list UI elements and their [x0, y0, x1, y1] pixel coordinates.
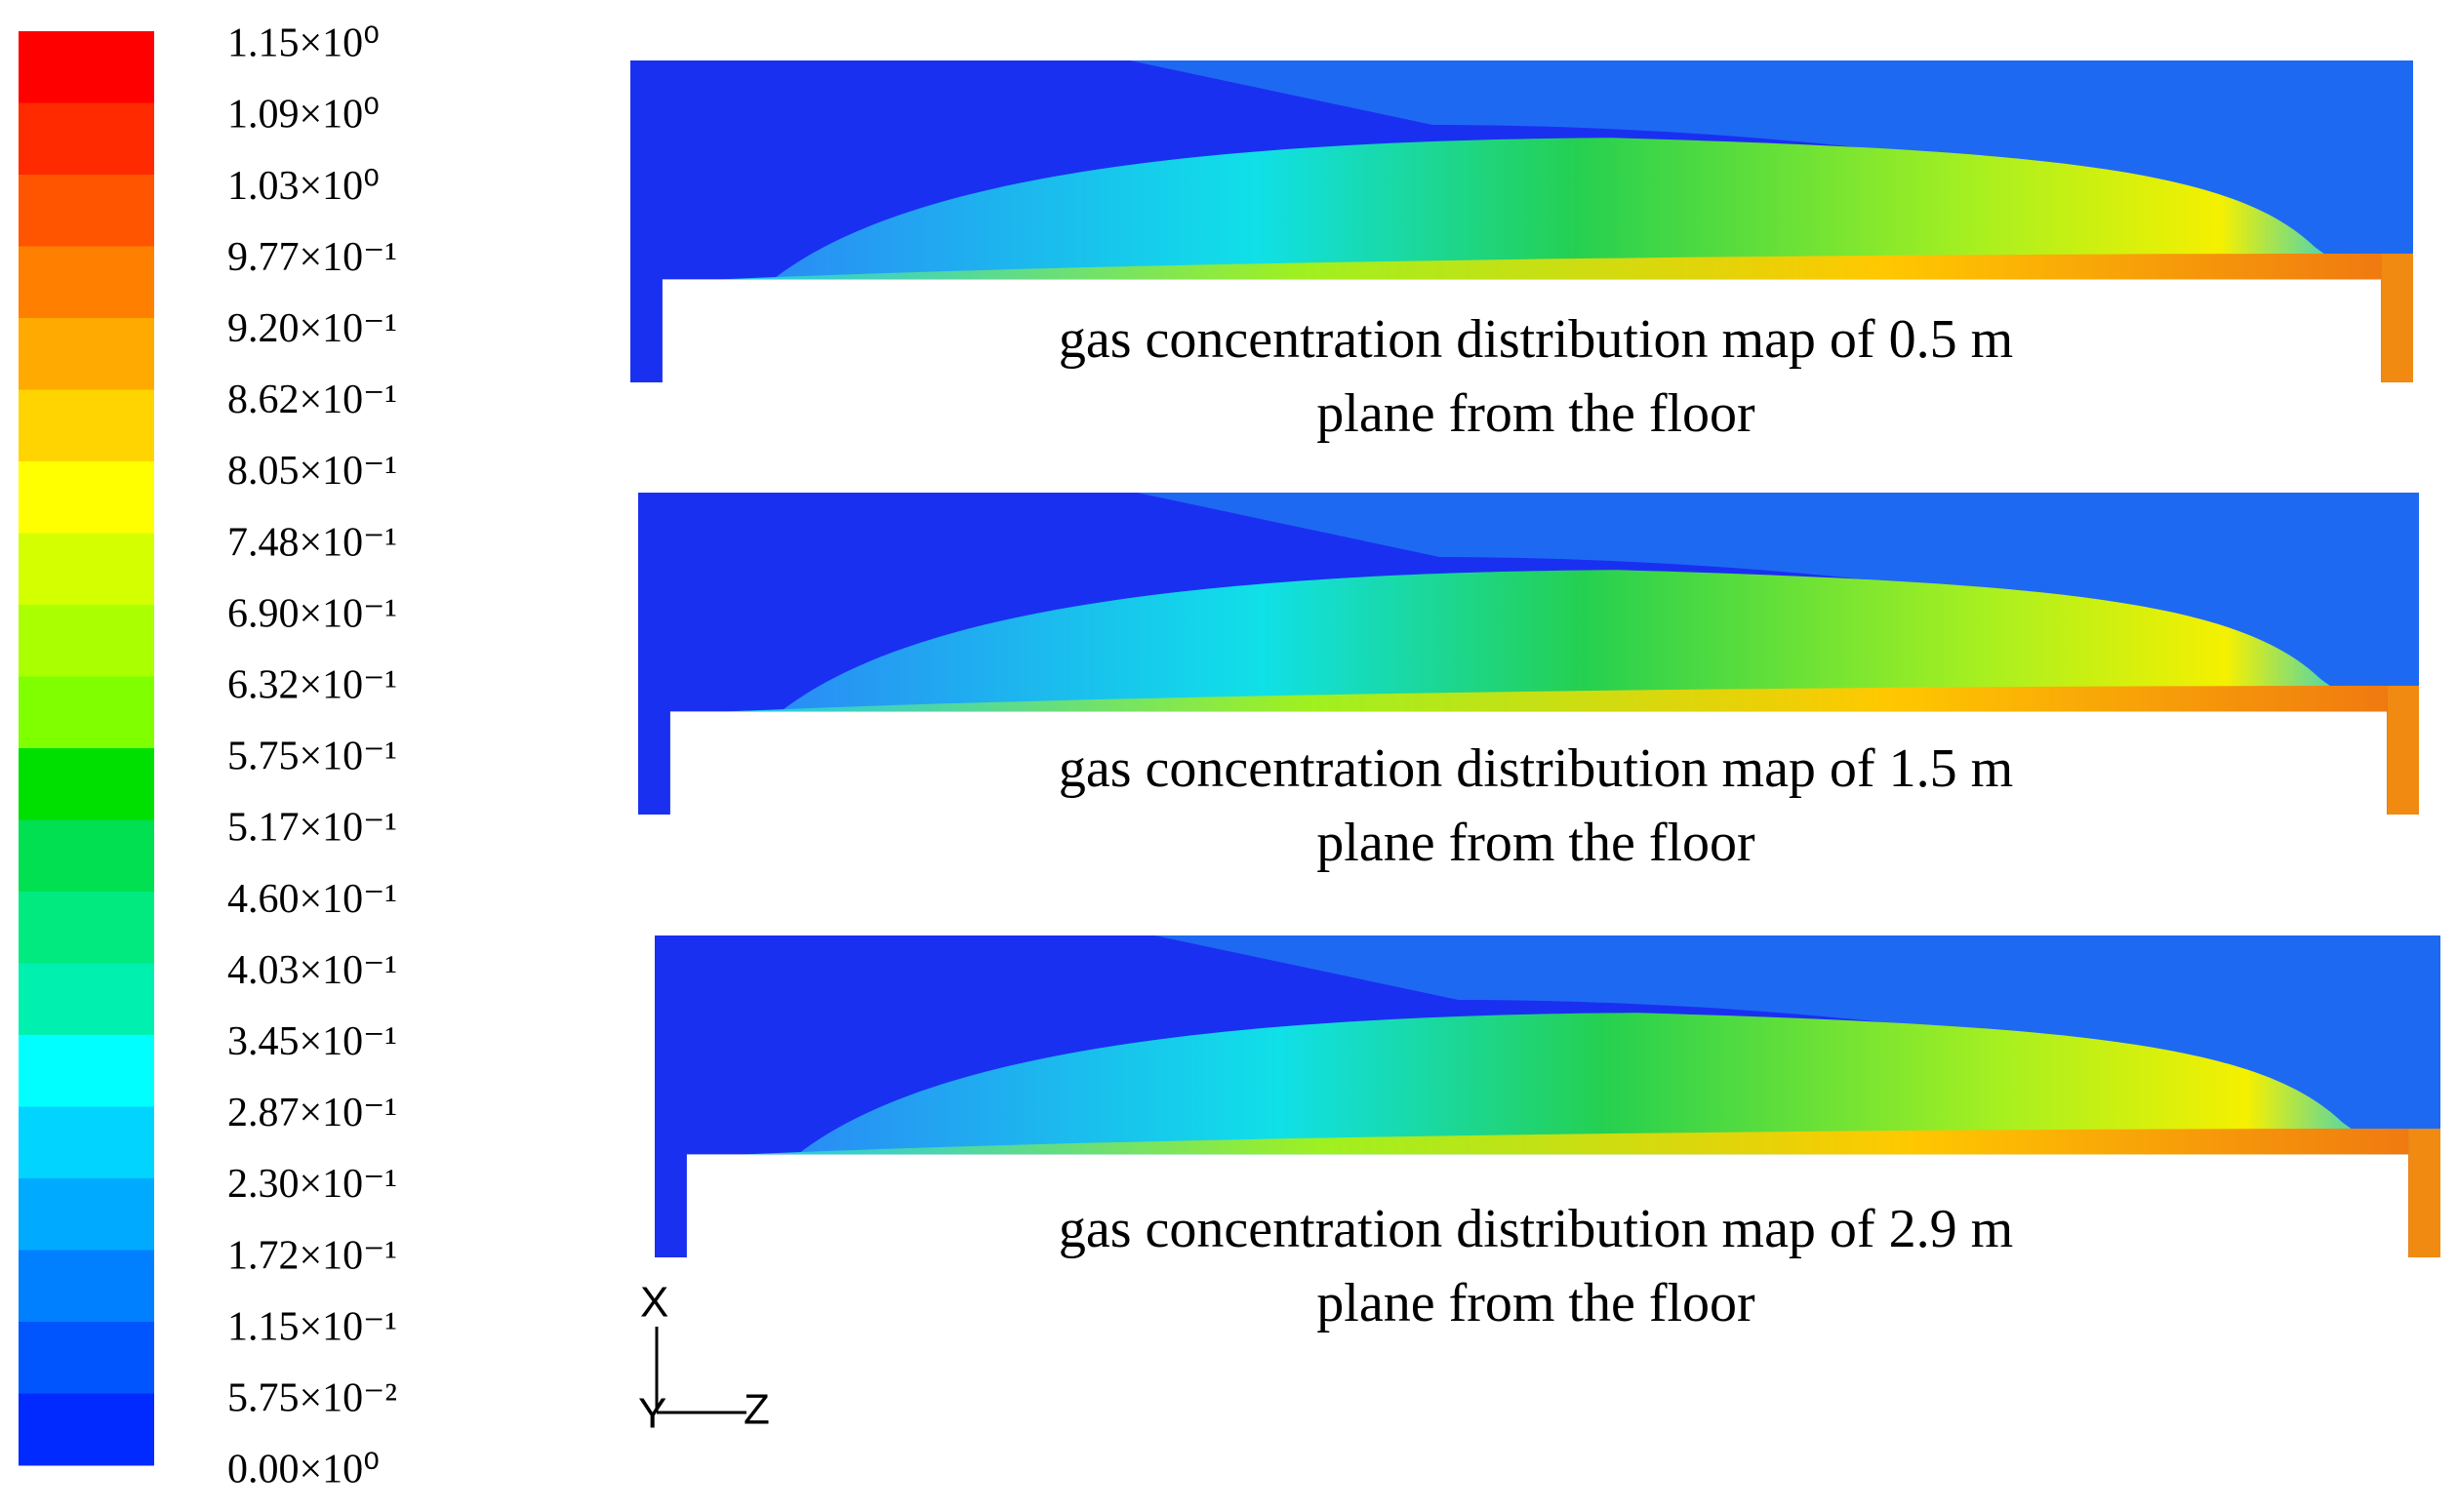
panel-caption: gas concentration distribution map of 0.… — [1059, 309, 2013, 370]
colorbar-label: 8.05×10⁻¹ — [227, 449, 397, 494]
colorbar-swatch — [19, 175, 154, 247]
panel-caption: gas concentration distribution map of 1.… — [1059, 738, 2013, 799]
right-leg — [2408, 1129, 2440, 1257]
colorbar-swatch — [19, 963, 154, 1036]
upper-region — [1137, 493, 2419, 693]
colorbar-label: 4.60×10⁻¹ — [227, 877, 397, 922]
colorbar: 1.15×10⁰ 1.09×10⁰ 1.03×10⁰ 9.77×10⁻¹ 9.20×10… — [19, 21, 397, 1492]
colorbar-label: 3.45×10⁻¹ — [227, 1019, 397, 1064]
colorbar-label: 2.30×10⁻¹ — [227, 1162, 397, 1207]
contour-panel: gas concentration distribution map of 0.… — [630, 60, 2413, 444]
colorbar-swatch — [19, 1178, 154, 1251]
colorbar-label: 8.62×10⁻¹ — [227, 378, 397, 422]
plume — [797, 1013, 2409, 1155]
floor-strip — [727, 686, 2388, 712]
colorbar-label: 1.03×10⁰ — [227, 164, 380, 209]
axis-x-label: X — [640, 1279, 668, 1327]
right-leg — [2381, 254, 2413, 382]
panel-caption: plane from the floor — [1316, 1273, 1755, 1333]
colorbar-swatch — [19, 1250, 154, 1323]
colorbar-label: 5.75×10⁻² — [227, 1376, 397, 1421]
colorbar-swatch — [19, 1106, 154, 1179]
contour-panel: gas concentration distribution map of 1.… — [638, 493, 2419, 873]
colorbar-swatch — [19, 819, 154, 893]
plume — [773, 138, 2382, 280]
colorbar-swatch — [19, 748, 154, 820]
upper-region — [1129, 60, 2413, 260]
colorbar-label: 5.75×10⁻¹ — [227, 735, 397, 779]
contour-panel: gas concentration distribution map of 2.… — [655, 935, 2440, 1333]
colorbar-swatch — [19, 389, 154, 462]
colorbar-label: 2.87×10⁻¹ — [227, 1091, 397, 1135]
colorbar-label: 1.15×10⁻¹ — [227, 1304, 397, 1349]
right-leg — [2387, 686, 2419, 815]
colorbar-swatch — [19, 605, 154, 677]
axis-y-label: Y — [638, 1390, 666, 1438]
colorbar-swatch — [19, 246, 154, 319]
colorbar-swatch — [19, 676, 154, 749]
colorbar-label: 7.48×10⁻¹ — [227, 520, 397, 565]
colorbar-swatch — [19, 1322, 154, 1394]
colorbar-label: 6.90×10⁻¹ — [227, 591, 397, 636]
colorbar-swatch — [19, 1035, 154, 1107]
colorbar-label: 9.77×10⁻¹ — [227, 235, 397, 280]
colorbar-swatch — [19, 102, 154, 176]
floor-strip — [744, 1129, 2409, 1155]
panel-caption: plane from the floor — [1316, 813, 1755, 873]
plume — [781, 570, 2388, 712]
colorbar-label: 1.09×10⁰ — [227, 93, 380, 138]
floor-strip — [719, 254, 2382, 280]
colorbar-label: 0.00×10⁰ — [227, 1448, 380, 1492]
colorbar-label: 1.72×10⁻¹ — [227, 1233, 397, 1278]
upper-region — [1154, 935, 2440, 1135]
colorbar-swatch — [19, 31, 154, 103]
colorbar-label: 4.03×10⁻¹ — [227, 948, 397, 993]
panel-caption: gas concentration distribution map of 2.… — [1059, 1199, 2013, 1259]
axis-indicator: X Y Z — [638, 1279, 770, 1438]
colorbar-swatch — [19, 461, 154, 534]
axis-z-label: Z — [744, 1386, 770, 1434]
colorbar-label: 9.20×10⁻¹ — [227, 306, 397, 351]
colorbar-label: 1.15×10⁰ — [227, 21, 380, 66]
colorbar-swatch — [19, 1393, 154, 1466]
colorbar-label: 5.17×10⁻¹ — [227, 806, 397, 851]
panel-caption: plane from the floor — [1316, 383, 1755, 444]
colorbar-swatch — [19, 318, 154, 390]
colorbar-label: 6.32×10⁻¹ — [227, 663, 397, 708]
colorbar-swatch — [19, 892, 154, 964]
colorbar-swatch — [19, 533, 154, 606]
